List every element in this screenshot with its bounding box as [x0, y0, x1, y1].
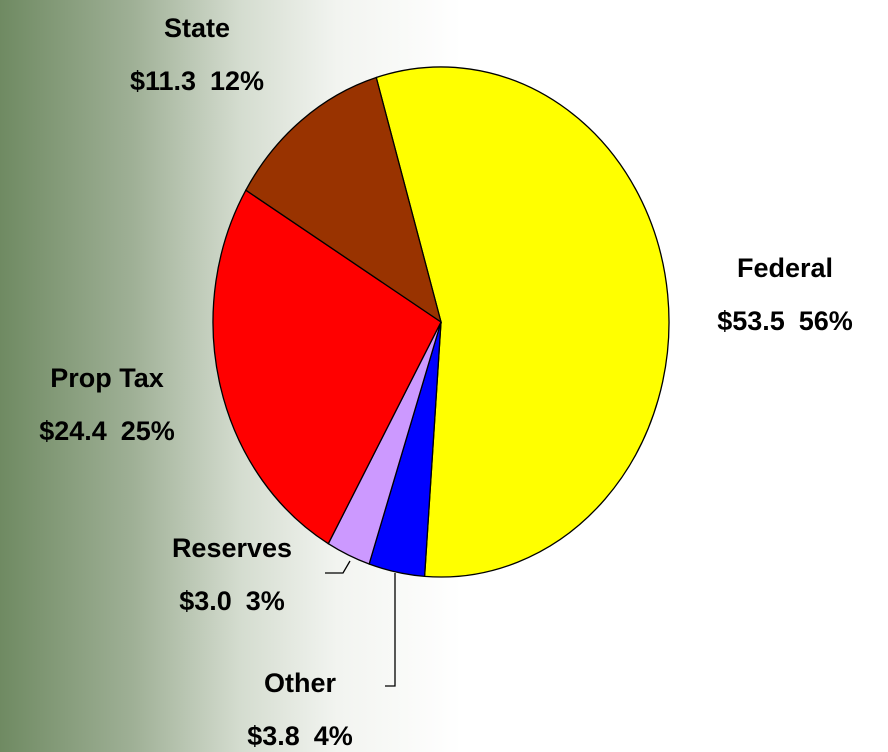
- slice-value-label: $11.3 12%: [130, 66, 264, 96]
- percentage-label: 4%: [314, 721, 353, 751]
- percentage-label: 25%: [121, 416, 175, 446]
- percentage-label: 12%: [210, 66, 264, 96]
- slice-value-label: $3.0 3%: [179, 586, 285, 616]
- page: Federal $53.5 56% Other $3.8 4% Reserves $3.0 3%…: [0, 0, 888, 752]
- slice-value-label: $53.5 56%: [717, 306, 853, 336]
- slice-label: Federal: [737, 253, 833, 283]
- slice-label: State: [164, 13, 230, 43]
- slice-value-label: $3.8 4%: [247, 721, 353, 751]
- percentage-label: 56%: [799, 306, 853, 336]
- percentage-label: 3%: [246, 586, 285, 616]
- value-label: $11.3: [130, 66, 196, 96]
- slice-label: Prop Tax: [50, 363, 164, 393]
- leader-line: [385, 573, 395, 686]
- leader-line: [325, 561, 350, 573]
- value-label: $3.0: [179, 586, 232, 616]
- slice-value-label: $24.4 25%: [39, 416, 175, 446]
- slice-label: Reserves: [172, 533, 292, 563]
- slice-label: Other: [264, 668, 337, 698]
- value-label: $3.8: [247, 721, 300, 751]
- chart: Federal $53.5 56% Other $3.8 4% Reserves $3.0 3%…: [0, 0, 888, 752]
- value-label: $53.5: [717, 306, 785, 336]
- value-label: $24.4: [39, 416, 107, 446]
